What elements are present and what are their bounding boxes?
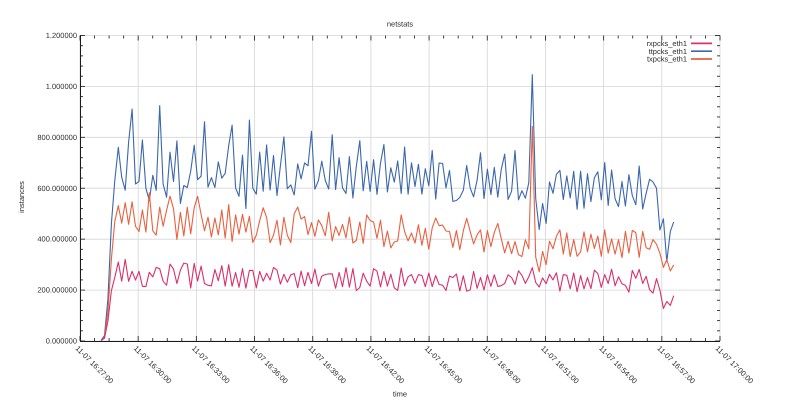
svg-text:time: time bbox=[393, 390, 407, 399]
svg-text:200.000000: 200.000000 bbox=[37, 286, 77, 295]
svg-text:0.000000: 0.000000 bbox=[46, 337, 77, 346]
svg-text:instances: instances bbox=[17, 181, 26, 213]
svg-text:400.000000: 400.000000 bbox=[37, 235, 77, 244]
svg-text:txpcks_eth1: txpcks_eth1 bbox=[647, 55, 687, 64]
svg-text:ttpcks_eth1: ttpcks_eth1 bbox=[649, 47, 687, 56]
svg-text:1.000000: 1.000000 bbox=[46, 82, 77, 91]
svg-text:800.000000: 800.000000 bbox=[37, 133, 77, 142]
svg-text:1.200000: 1.200000 bbox=[46, 31, 77, 40]
svg-text:600.000000: 600.000000 bbox=[37, 184, 77, 193]
svg-text:rxpcks_eth1: rxpcks_eth1 bbox=[647, 39, 687, 48]
svg-text:netstats: netstats bbox=[387, 20, 414, 29]
